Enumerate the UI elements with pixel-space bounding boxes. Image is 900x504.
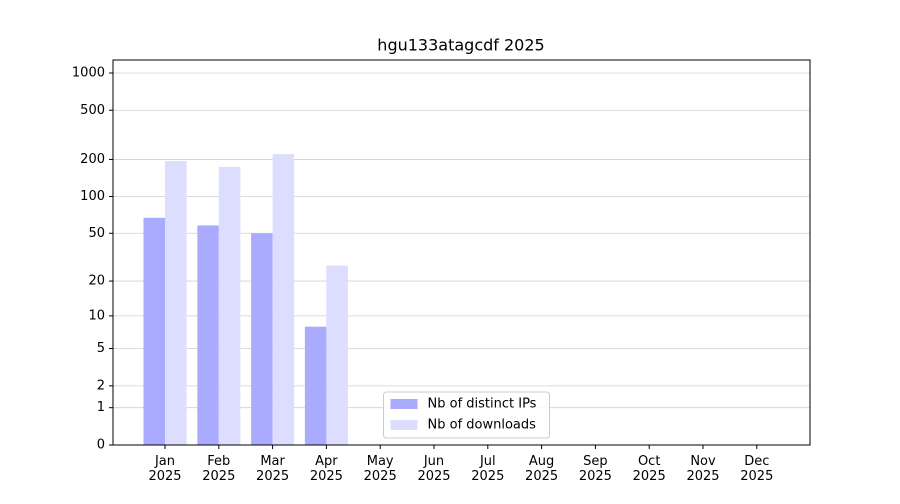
plot-frame (112, 59, 811, 446)
x-tick-label: Aug 2025 (525, 454, 558, 484)
y-tick-label: 500 (80, 103, 105, 118)
bar (197, 225, 219, 445)
x-tick-label: May 2025 (364, 454, 397, 484)
y-tick-label: 1 (97, 400, 105, 415)
bar (143, 217, 165, 445)
y-tick-label: 50 (88, 226, 105, 241)
x-tick-label: Jul 2025 (471, 454, 504, 484)
y-tick-label: 2 (97, 378, 105, 393)
x-tick-label: Sep 2025 (579, 454, 612, 484)
legend-box (383, 391, 550, 439)
bar (218, 166, 241, 446)
x-tick-label: Apr 2025 (310, 454, 343, 484)
chart-title: hgu133atagcdf 2025 (377, 36, 544, 55)
y-tick-label: 1000 (72, 65, 105, 80)
x-tick-label: Feb 2025 (202, 454, 235, 484)
y-tick-label: 200 (80, 152, 105, 167)
y-tick-label: 100 (80, 189, 105, 204)
y-tick-label: 0 (97, 438, 105, 453)
legend-label: Nb of distinct IPs (428, 397, 537, 412)
legend: Nb of distinct IPs Nb of downloads (383, 391, 550, 439)
x-tick-label: Nov 2025 (686, 454, 719, 484)
bar (272, 154, 295, 445)
bar (165, 161, 187, 445)
bar (304, 326, 327, 445)
legend-label: Nb of downloads (428, 418, 537, 433)
x-tick-label: Mar 2025 (256, 454, 289, 484)
y-tick-label: 10 (88, 308, 105, 323)
y-tick-label: 5 (97, 341, 105, 356)
y-tick-label: 20 (88, 274, 105, 289)
x-tick-label: Jan 2025 (148, 454, 181, 484)
x-tick-label: Dec 2025 (740, 454, 773, 484)
legend-swatch (390, 399, 418, 409)
bar (326, 265, 348, 445)
bar (251, 233, 273, 445)
x-tick-label: Jun 2025 (417, 454, 450, 484)
x-tick-label: Oct 2025 (633, 454, 666, 484)
legend-swatch (390, 420, 418, 430)
